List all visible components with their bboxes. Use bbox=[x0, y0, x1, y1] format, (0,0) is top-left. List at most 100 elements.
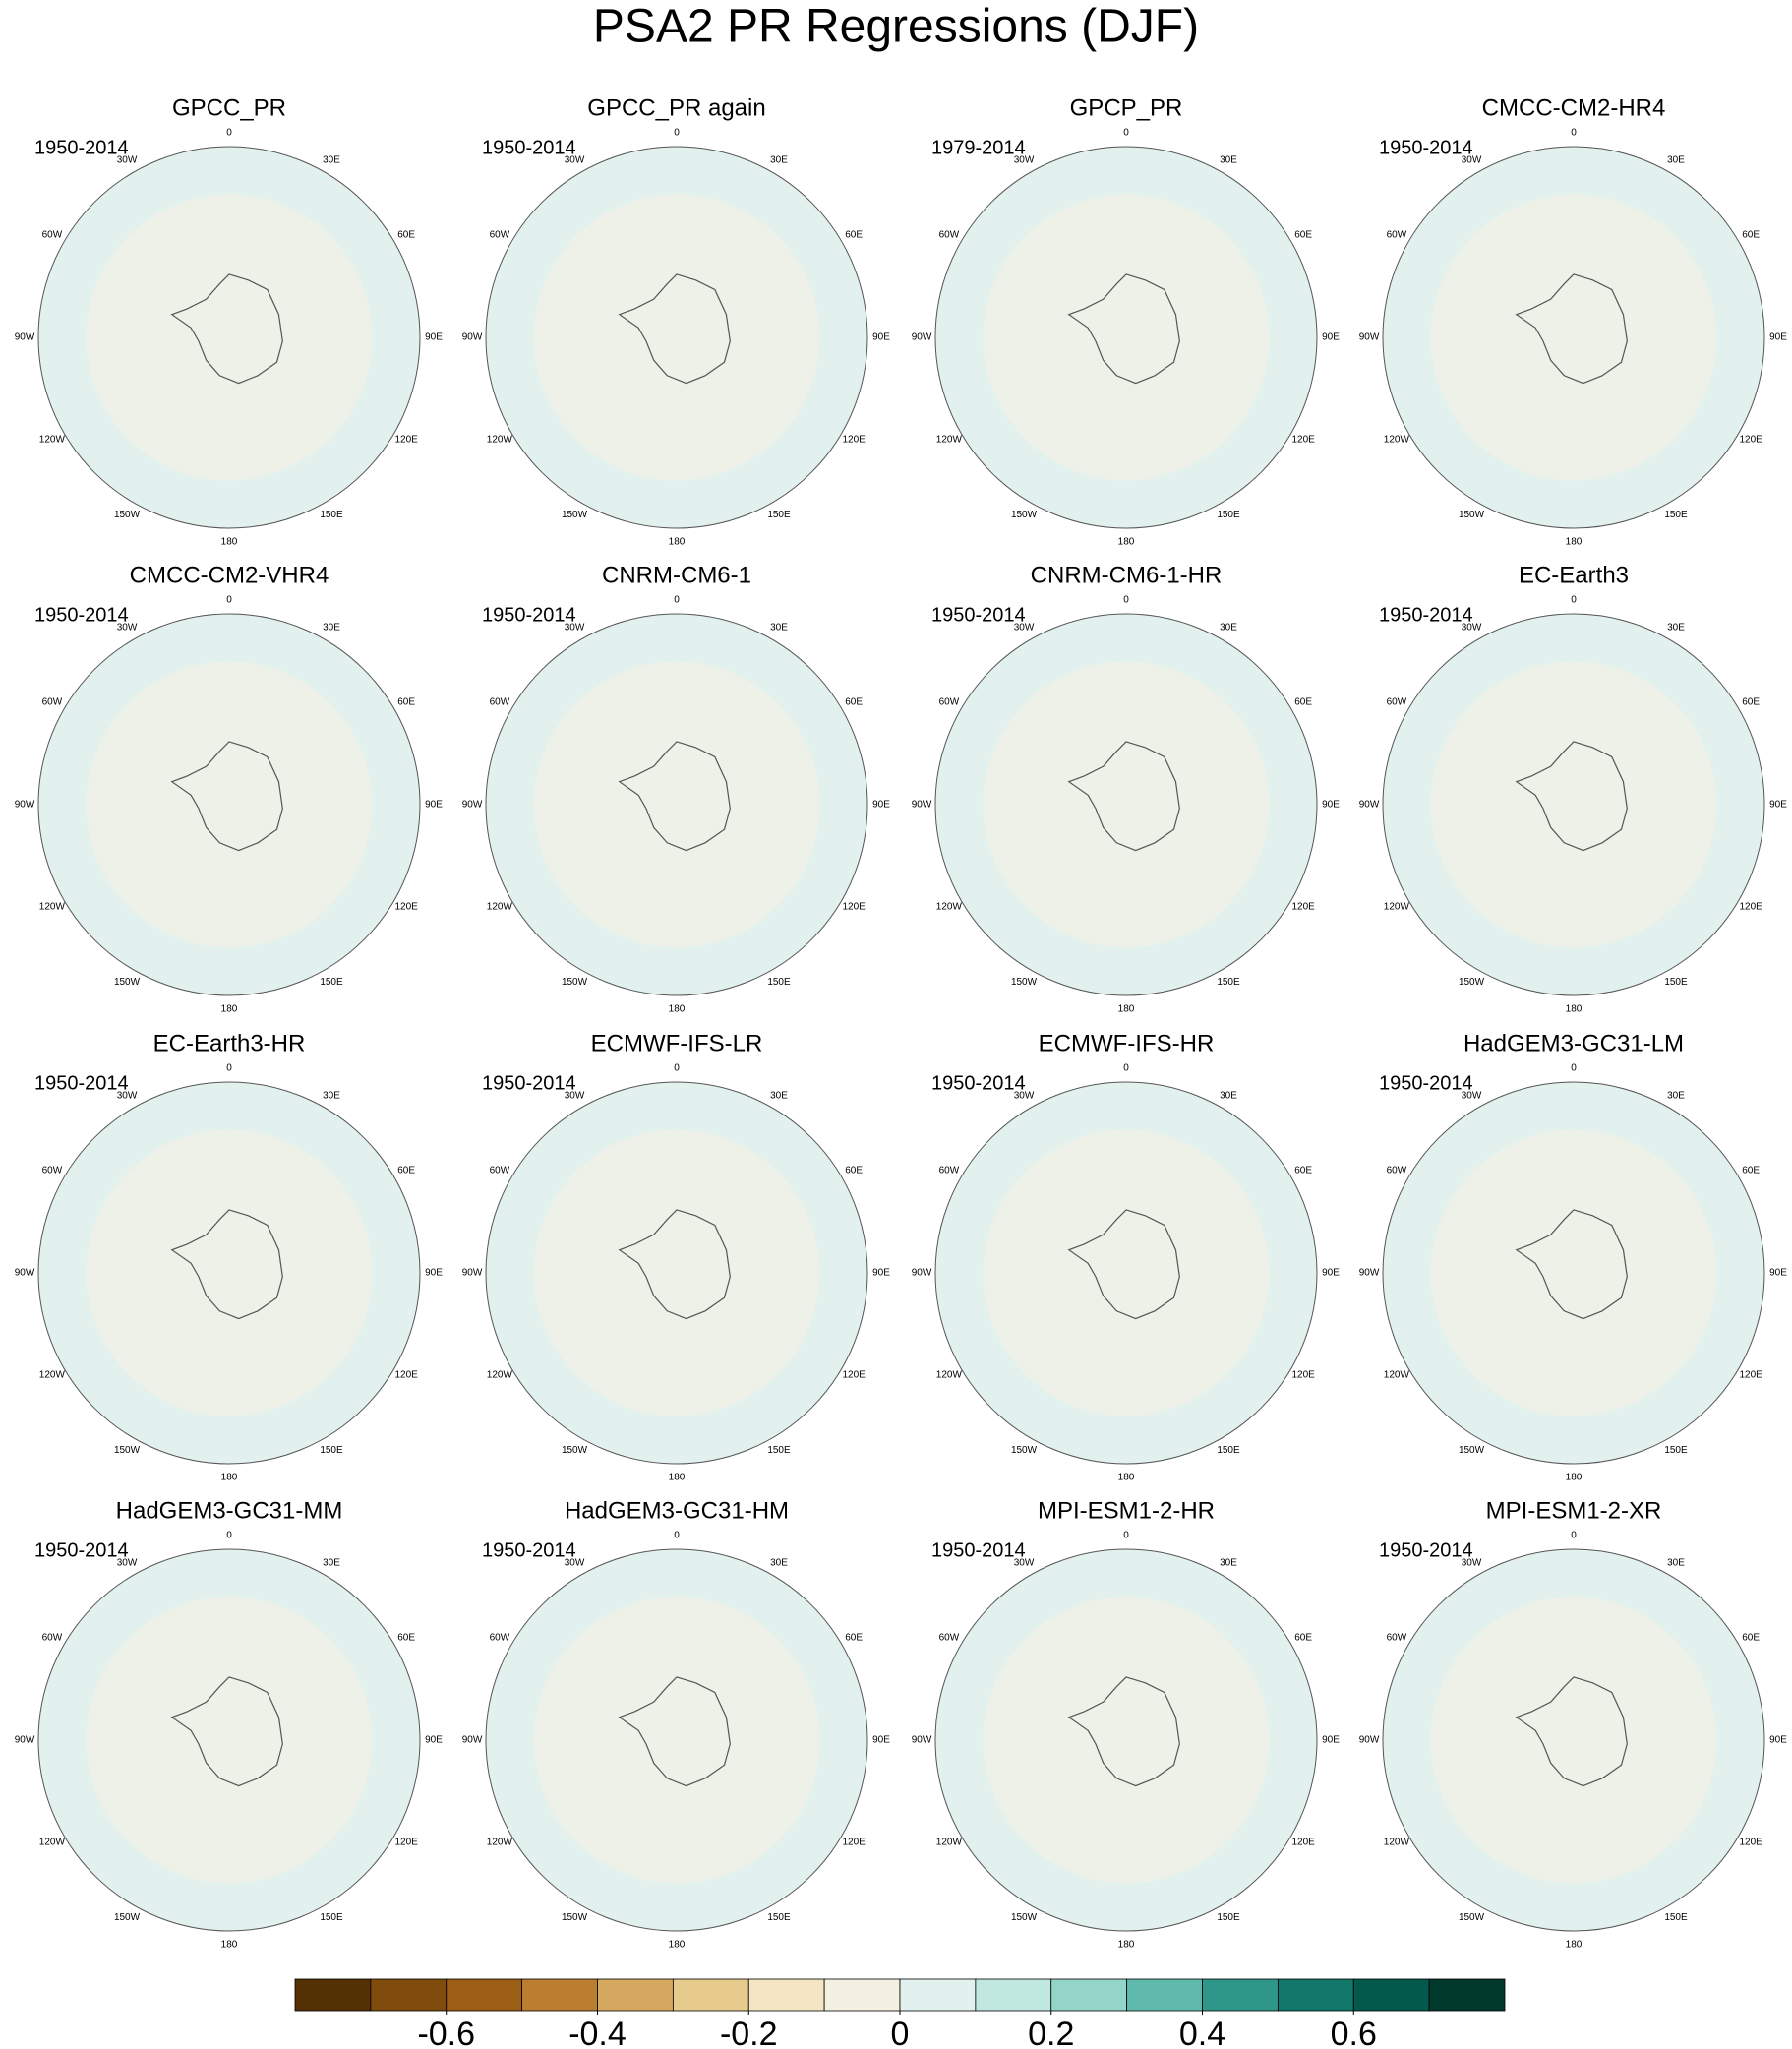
lon-label: 30W bbox=[1462, 1091, 1482, 1102]
lon-label: 90E bbox=[872, 800, 890, 811]
lon-label: 90W bbox=[1359, 1268, 1380, 1279]
lon-label: 90W bbox=[1359, 1735, 1380, 1746]
lon-label: 60W bbox=[1387, 697, 1407, 708]
lon-label: 120W bbox=[39, 1370, 66, 1381]
colorbar-box bbox=[1352, 1978, 1430, 2012]
panel-period: 1950-2014 bbox=[1379, 1072, 1473, 1094]
colorbar-label: -0.2 bbox=[720, 2016, 778, 2049]
coastline bbox=[1067, 273, 1180, 385]
lon-label: 150E bbox=[320, 1445, 343, 1456]
map-ring bbox=[533, 661, 820, 948]
panel-period: 1950-2014 bbox=[1379, 137, 1473, 158]
lon-label: 120W bbox=[1384, 1370, 1410, 1381]
panel-title: MPI-ESM1-2-HR bbox=[1038, 1497, 1215, 1524]
lon-label: 150W bbox=[1459, 1445, 1485, 1456]
panel-title: MPI-ESM1-2-XR bbox=[1486, 1497, 1662, 1524]
colorbar-box bbox=[1277, 1978, 1354, 2012]
lon-label: 150W bbox=[1011, 1445, 1038, 1456]
lon-label: 150W bbox=[1459, 977, 1485, 988]
panel-title: GPCP_PR bbox=[1070, 94, 1183, 121]
lon-label: 60W bbox=[1387, 1633, 1407, 1644]
panel-period: 1950-2014 bbox=[482, 1072, 576, 1094]
lon-label: 30W bbox=[1462, 155, 1482, 166]
lon-label: 120E bbox=[1739, 1370, 1762, 1381]
panel-title: CMCC-CM2-VHR4 bbox=[130, 562, 329, 588]
colorbar-box bbox=[1126, 1978, 1203, 2012]
lon-label: 150W bbox=[114, 510, 141, 520]
lon-label: 150W bbox=[1011, 510, 1038, 520]
lon-label: 150W bbox=[1011, 1912, 1038, 1923]
lon-label: 90E bbox=[425, 800, 443, 811]
lon-label: 90W bbox=[462, 800, 483, 811]
map-panel: MPI-ESM1-2-XR 1950-2014 0 30E 60E 90E 120E 150E… bbox=[1359, 1497, 1788, 1950]
lon-label: 30E bbox=[1220, 155, 1237, 166]
panel-period: 1950-2014 bbox=[931, 1072, 1026, 1094]
coastline bbox=[1515, 741, 1628, 852]
lon-label: 90W bbox=[1359, 800, 1380, 811]
lon-label: 60E bbox=[1294, 697, 1312, 708]
lon-label: 30W bbox=[117, 1091, 138, 1102]
map-panel: HadGEM3-GC31-HM 1950-2014 0 30E 60E 90E 120E 15… bbox=[462, 1497, 891, 1950]
lon-label: 180 bbox=[221, 1473, 238, 1483]
coastline bbox=[618, 1209, 731, 1320]
map-panel: EC-Earth3-HR 1950-2014 0 30E 60E 90E 120E 150E 1… bbox=[15, 1030, 444, 1482]
panel-period: 1950-2014 bbox=[34, 1072, 129, 1094]
map-ring bbox=[86, 661, 373, 948]
colorbar-box bbox=[747, 1978, 825, 2012]
coastline bbox=[1515, 1209, 1628, 1320]
lon-label: 150E bbox=[1217, 1445, 1240, 1456]
map-ring bbox=[533, 1597, 820, 1884]
lon-label: 90E bbox=[872, 332, 890, 343]
lon-label: 150W bbox=[1011, 977, 1038, 988]
colorbar-box bbox=[1050, 1978, 1128, 2012]
lon-label: 120E bbox=[1291, 435, 1315, 446]
lon-label: 90E bbox=[1769, 1268, 1787, 1279]
coastline bbox=[1515, 273, 1628, 385]
lon-label: 60W bbox=[490, 697, 510, 708]
lon-label: 0 bbox=[674, 595, 680, 606]
lon-label: 120W bbox=[487, 1838, 513, 1848]
coastline bbox=[170, 1209, 283, 1320]
map-panel: HadGEM3-GC31-MM 1950-2014 0 30E 60E 90E 120E 15… bbox=[15, 1497, 444, 1950]
lon-label: 30E bbox=[1220, 623, 1237, 633]
panel-title: CNRM-CM6-1 bbox=[602, 562, 751, 588]
coastline bbox=[170, 1676, 283, 1787]
panel-title: CMCC-CM2-HR4 bbox=[1482, 94, 1666, 121]
lon-label: 0 bbox=[226, 1531, 232, 1541]
map-ring bbox=[86, 194, 373, 481]
colorbar-label: 0.6 bbox=[1331, 2016, 1377, 2049]
lon-label: 30W bbox=[1014, 155, 1035, 166]
lon-label: 120W bbox=[487, 435, 513, 446]
panel-title: GPCC_PR again bbox=[587, 94, 765, 121]
lon-label: 0 bbox=[1123, 595, 1129, 606]
panel-title: HadGEM3-GC31-LM bbox=[1463, 1030, 1684, 1056]
lon-label: 60E bbox=[397, 1633, 415, 1644]
lon-label: 30E bbox=[1667, 1558, 1685, 1569]
lon-label: 120E bbox=[842, 435, 866, 446]
lon-label: 90E bbox=[1322, 1735, 1340, 1746]
lon-label: 0 bbox=[1123, 1531, 1129, 1541]
panel-period: 1950-2014 bbox=[1379, 1539, 1473, 1561]
panel-period: 1950-2014 bbox=[34, 604, 129, 626]
lon-label: 60E bbox=[1294, 1166, 1312, 1176]
lon-label: 150E bbox=[767, 510, 791, 520]
lon-label: 120E bbox=[1739, 902, 1762, 913]
panel-title: ECMWF-IFS-LR bbox=[591, 1030, 763, 1056]
panel-title: GPCC_PR bbox=[172, 94, 286, 121]
lon-label: 30E bbox=[323, 155, 340, 166]
lon-label: 120W bbox=[487, 1370, 513, 1381]
lon-label: 150W bbox=[1459, 1912, 1485, 1923]
coastline bbox=[618, 273, 731, 385]
lon-label: 30E bbox=[1220, 1091, 1237, 1102]
map-ring bbox=[983, 661, 1270, 948]
lon-label: 0 bbox=[1571, 128, 1577, 139]
lon-label: 90W bbox=[912, 332, 932, 343]
lon-label: 60W bbox=[490, 230, 510, 241]
colorbar-box bbox=[975, 1978, 1052, 2012]
lon-label: 150W bbox=[1459, 510, 1485, 520]
lon-label: 90E bbox=[1322, 332, 1340, 343]
lon-label: 150E bbox=[1217, 510, 1240, 520]
lon-label: 30E bbox=[1667, 155, 1685, 166]
lon-label: 120W bbox=[1384, 435, 1410, 446]
panel-period: 1950-2014 bbox=[1379, 604, 1473, 626]
